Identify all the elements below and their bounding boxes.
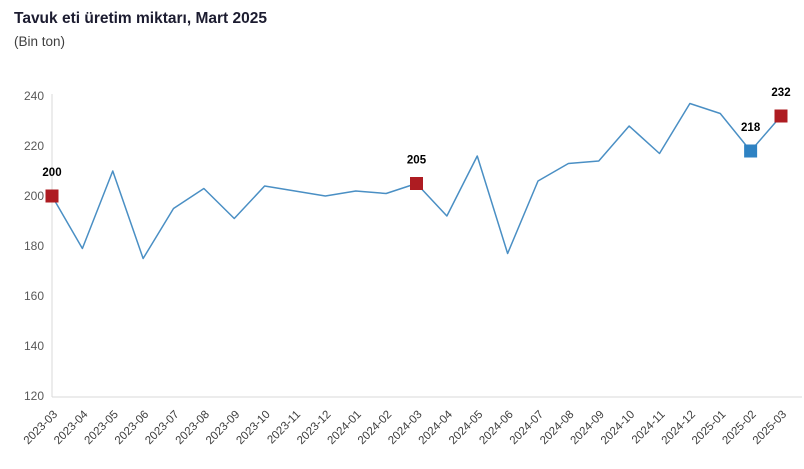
y-tick-label: 120 xyxy=(24,389,44,403)
x-tick-label: 2024-10 xyxy=(599,409,637,447)
x-tick-label: 2025-03 xyxy=(751,409,789,447)
y-tick-label: 140 xyxy=(24,339,44,353)
highlight-marker[interactable] xyxy=(744,144,758,158)
y-tick-label: 180 xyxy=(24,239,44,253)
y-tick-label: 220 xyxy=(24,139,44,153)
highlight-marker[interactable] xyxy=(45,189,59,203)
chart-subtitle: (Bin ton) xyxy=(14,34,66,49)
point-label: 218 xyxy=(741,122,761,134)
chart-title: Tavuk eti üretim miktarı, Mart 2025 xyxy=(14,10,267,27)
point-label: 205 xyxy=(407,155,427,167)
point-label: 200 xyxy=(42,167,61,179)
x-tick-label: 2023-10 xyxy=(234,409,272,447)
highlight-marker[interactable] xyxy=(774,109,788,123)
y-tick-label: 200 xyxy=(24,189,44,203)
y-tick-label: 240 xyxy=(24,89,44,103)
chart-header: Tavuk eti üretim miktarı, Mart 2025 (Bin… xyxy=(14,8,267,52)
y-tick-label: 160 xyxy=(24,289,44,303)
highlight-marker[interactable] xyxy=(410,177,423,190)
point-label: 232 xyxy=(771,87,790,99)
